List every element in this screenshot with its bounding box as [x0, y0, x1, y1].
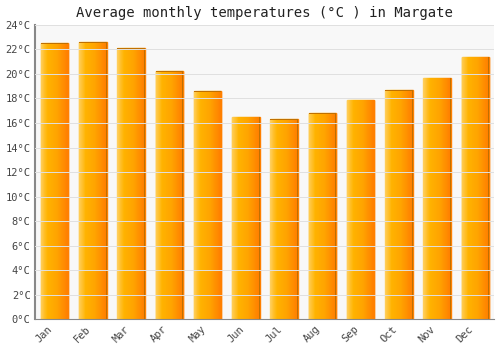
Bar [270, 119, 298, 120]
Bar [385, 90, 412, 91]
Bar [194, 91, 222, 92]
Bar [297, 119, 298, 319]
Bar [450, 78, 451, 319]
Bar [232, 117, 260, 118]
Bar [156, 71, 183, 72]
Bar [79, 42, 106, 43]
Bar [41, 43, 68, 44]
Bar [308, 113, 336, 114]
Bar [488, 57, 489, 319]
Bar [118, 48, 145, 49]
Bar [220, 91, 222, 319]
Bar [144, 48, 145, 319]
Bar [182, 71, 183, 319]
Title: Average monthly temperatures (°C ) in Margate: Average monthly temperatures (°C ) in Ma… [76, 6, 454, 20]
Bar [259, 117, 260, 319]
